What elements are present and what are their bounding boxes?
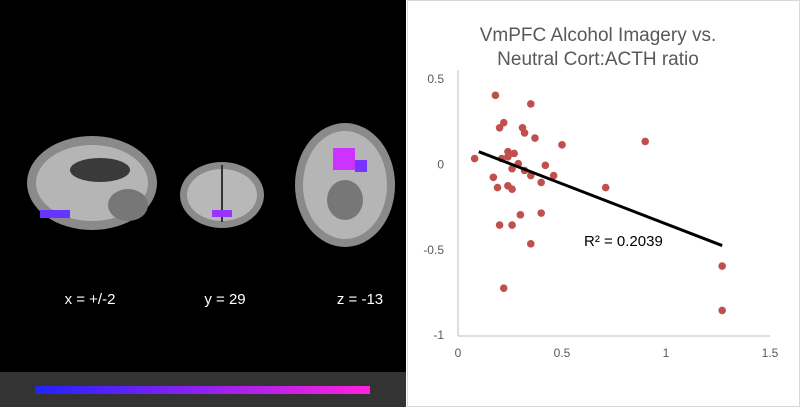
scatter-point (718, 306, 726, 315)
scatter-point (470, 154, 479, 163)
y-tick-label: -1 (433, 328, 444, 342)
scatter-point (541, 161, 550, 170)
scatter-point (510, 149, 518, 158)
chart-title: VmPFC Alcohol Imagery vs. (480, 25, 717, 46)
scatter-point (641, 137, 649, 146)
scatter-point (537, 209, 545, 217)
scatter-point (504, 153, 512, 161)
scatter-point (558, 141, 566, 149)
scatter-point (489, 173, 498, 182)
scatter-point (549, 171, 558, 180)
axial-slice (295, 123, 395, 247)
scatter-point (495, 123, 504, 132)
scatter-point (527, 240, 535, 248)
x-tick-label: 0 (455, 346, 462, 360)
scatter-point (508, 221, 516, 229)
scatter-point (527, 100, 535, 108)
scatter-point (537, 178, 545, 187)
chart-title: Neutral Cort:ACTH ratio (497, 49, 699, 70)
scatter-point (601, 183, 610, 192)
y-tick-label: 0 (437, 158, 444, 172)
coronal-slice (180, 162, 264, 228)
slice-label: y = 29 (204, 291, 245, 308)
slice-label: z = -13 (337, 291, 383, 308)
scatter-point (516, 211, 525, 219)
scatter-point (520, 129, 529, 137)
scatter-point (718, 262, 726, 270)
scatter-point (493, 183, 502, 192)
slice-label: x = +/-2 (65, 291, 116, 308)
trendline (478, 150, 723, 247)
annotation: R² = 0.2039 (584, 233, 663, 250)
sagittal-slice (27, 136, 157, 230)
scatter-point (531, 134, 539, 142)
x-tick-label: 1 (663, 346, 670, 360)
colorbar (35, 386, 370, 394)
scatter-point (499, 118, 508, 127)
scatter-point (495, 221, 504, 229)
y-tick-label: 0.5 (427, 72, 444, 86)
scatter-point (499, 284, 508, 293)
y-tick-label: -0.5 (423, 243, 444, 257)
x-tick-label: 1.5 (762, 346, 779, 360)
scatter-point (491, 91, 500, 100)
x-tick-label: 0.5 (554, 346, 571, 360)
scatter-point (508, 185, 516, 194)
